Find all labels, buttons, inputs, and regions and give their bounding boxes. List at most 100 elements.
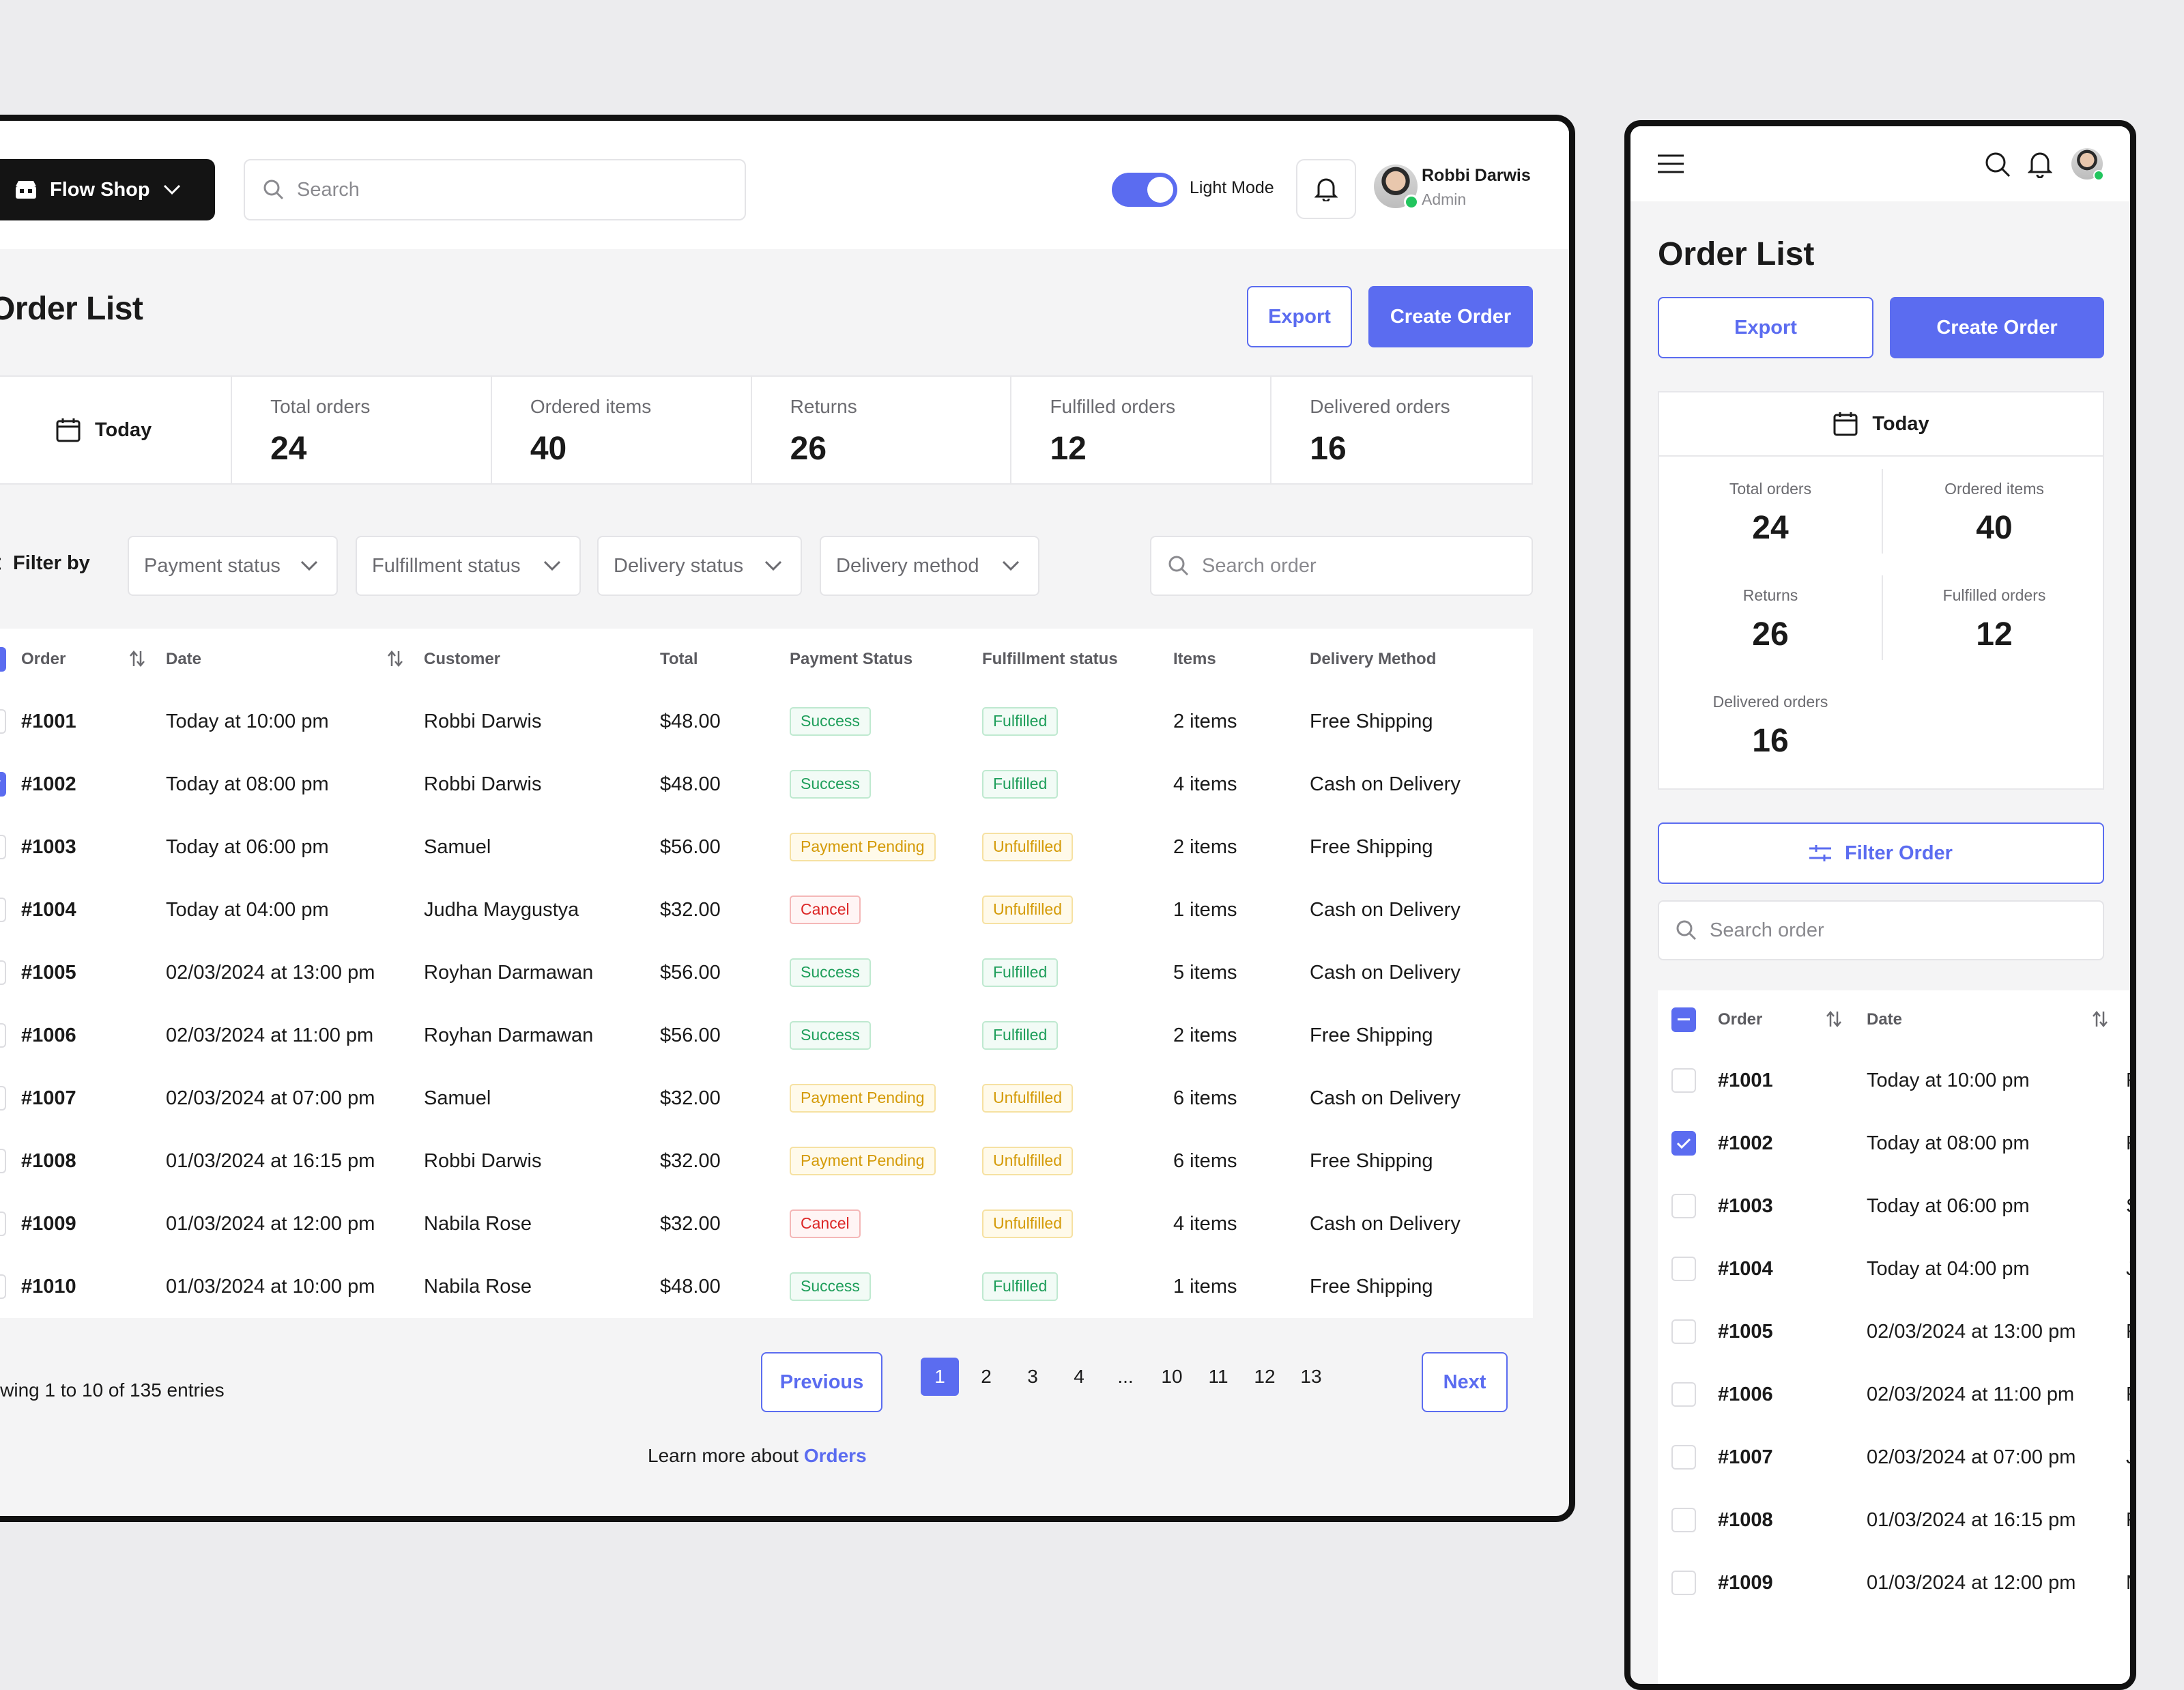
table-row[interactable]: #1009 01/03/2024 at 12:00 pm Nabila Rose $3… [0,1192,1533,1255]
select-all-checkbox[interactable] [0,647,6,672]
mobile-export-button[interactable]: Export [1658,297,1873,358]
page-button[interactable]: 2 [981,1366,992,1387]
order-id[interactable]: #1008 [21,1149,76,1172]
order-id[interactable]: #1006 [1718,1383,1773,1405]
order-id[interactable]: #1003 [21,835,76,858]
user-avatar[interactable] [1374,164,1419,210]
search-order-input[interactable]: Search order [1150,536,1533,596]
order-id[interactable]: #1010 [21,1275,76,1298]
delivery-status-dropdown[interactable]: Delivery status [597,536,802,596]
search-icon[interactable] [1984,151,2011,178]
mobile-search-order-input[interactable]: Search order [1658,900,2104,960]
order-id[interactable]: #1003 [1718,1194,1773,1217]
table-row[interactable]: #1007 02/03/2024 at 07:00 pm J [1658,1426,2130,1489]
page-button[interactable]: 4 [1074,1366,1084,1387]
create-order-button[interactable]: Create Order [1368,286,1533,347]
date-range-picker[interactable]: Today [0,377,233,483]
row-checkbox[interactable] [1671,1131,1696,1156]
orders-help-link[interactable]: Orders [803,1445,867,1466]
order-id[interactable]: #1008 [1718,1508,1773,1531]
delivery-method-dropdown[interactable]: Delivery method [820,536,1039,596]
row-checkbox[interactable] [1671,1445,1696,1470]
select-all-checkbox[interactable] [1671,1007,1696,1032]
payment-status-dropdown[interactable]: Payment status [128,536,338,596]
row-checkbox[interactable] [0,898,6,922]
table-row[interactable]: #1006 02/03/2024 at 11:00 pm Royhan Darmaw… [0,1004,1533,1067]
table-row[interactable]: #1002 Today at 08:00 pm R [1658,1112,2130,1175]
order-id[interactable]: #1007 [21,1087,76,1109]
filter-order-button[interactable]: Filter Order [1658,822,2104,884]
previous-page-button[interactable]: Previous [761,1352,882,1412]
table-row[interactable]: #1004 Today at 04:00 pm Judha Maygustya $32… [0,878,1533,941]
export-button[interactable]: Export [1247,286,1352,347]
row-checkbox[interactable] [0,1149,6,1173]
sort-icon[interactable] [2092,1010,2108,1028]
table-row[interactable]: #1001 Today at 10:00 pm R [1658,1049,2130,1112]
order-id[interactable]: #1006 [21,1024,76,1046]
row-checkbox[interactable] [0,960,6,985]
table-row[interactable]: #1004 Today at 04:00 pm J [1658,1237,2130,1300]
column-header-delivery-method: Delivery Method [1310,650,1437,668]
order-id[interactable]: #1001 [21,710,76,732]
row-checkbox[interactable] [1671,1194,1696,1218]
page-button[interactable]: 11 [1208,1366,1228,1387]
order-id[interactable]: #1005 [1718,1320,1773,1343]
user-avatar[interactable] [2071,148,2104,181]
bell-icon[interactable] [2028,151,2052,178]
store-switcher[interactable]: Flow Shop [0,159,215,220]
row-checkbox[interactable] [1671,1319,1696,1344]
sort-icon[interactable] [1826,1010,1842,1028]
table-row[interactable]: #1005 02/03/2024 at 13:00 pm R [1658,1300,2130,1363]
row-checkbox[interactable] [0,835,6,859]
row-checkbox[interactable] [1671,1257,1696,1281]
light-mode-toggle[interactable] [1112,173,1177,207]
page-button[interactable]: 1 [921,1358,959,1396]
order-id[interactable]: #1002 [1718,1132,1773,1154]
order-id[interactable]: #1007 [1718,1446,1773,1468]
page-button[interactable]: 12 [1254,1366,1276,1387]
row-checkbox[interactable] [0,1274,6,1299]
table-row[interactable]: #1002 Today at 08:00 pm Robbi Darwis $48.00… [0,753,1533,816]
page-button[interactable]: 3 [1027,1366,1038,1387]
payment-status-badge: Success [790,1272,871,1301]
table-row[interactable]: #1003 Today at 06:00 pm S [1658,1175,2130,1237]
row-checkbox[interactable] [0,1086,6,1111]
row-checkbox[interactable] [0,1212,6,1236]
row-checkbox[interactable] [1671,1068,1696,1093]
order-id[interactable]: #1004 [1718,1257,1773,1280]
order-id[interactable]: #1009 [1718,1571,1773,1594]
notifications-button[interactable] [1296,159,1356,219]
checkbox-cell [0,960,21,985]
page-button[interactable]: 10 [1161,1366,1183,1387]
order-id[interactable]: #1002 [21,773,76,795]
row-checkbox[interactable] [0,772,6,797]
page-button[interactable]: 13 [1300,1366,1322,1387]
table-row[interactable]: #1008 01/03/2024 at 16:15 pm Robbi Darwis $… [0,1130,1533,1192]
table-row[interactable]: #1010 01/03/2024 at 10:00 pm Nabila Rose $4… [0,1255,1533,1318]
order-id[interactable]: #1009 [21,1212,76,1235]
table-row[interactable]: #1001 Today at 10:00 pm Robbi Darwis $48.00… [0,690,1533,753]
table-row[interactable]: #1008 01/03/2024 at 16:15 pm R [1658,1489,2130,1551]
table-row[interactable]: #1009 01/03/2024 at 12:00 pm N [1658,1551,2130,1614]
sort-icon[interactable] [387,650,403,668]
mobile-create-order-button[interactable]: Create Order [1890,297,2104,358]
row-checkbox[interactable] [1671,1571,1696,1595]
hamburger-menu-icon[interactable] [1658,154,1684,174]
table-row[interactable]: #1003 Today at 06:00 pm Samuel $56.00 Paymen… [0,816,1533,878]
row-checkbox[interactable] [0,709,6,734]
order-id[interactable]: #1005 [21,961,76,984]
global-search-input[interactable]: Search [244,159,746,220]
table-row[interactable]: #1006 02/03/2024 at 11:00 pm R [1658,1363,2130,1426]
order-id[interactable]: #1004 [21,898,76,921]
order-id[interactable]: #1001 [1718,1069,1773,1091]
mobile-date-range-picker[interactable]: Today [1659,392,2103,457]
fulfillment-status-dropdown[interactable]: Fulfillment status [356,536,581,596]
row-checkbox[interactable] [1671,1508,1696,1532]
row-checkbox[interactable] [1671,1382,1696,1407]
table-row[interactable]: #1007 02/03/2024 at 07:00 pm Samuel $32.00 P… [0,1067,1533,1130]
table-row[interactable]: #1005 02/03/2024 at 13:00 pm Royhan Darmaw… [0,941,1533,1004]
sort-icon[interactable] [129,650,145,668]
row-checkbox[interactable] [0,1023,6,1048]
checkbox-cell [0,709,21,734]
next-page-button[interactable]: Next [1422,1352,1508,1412]
